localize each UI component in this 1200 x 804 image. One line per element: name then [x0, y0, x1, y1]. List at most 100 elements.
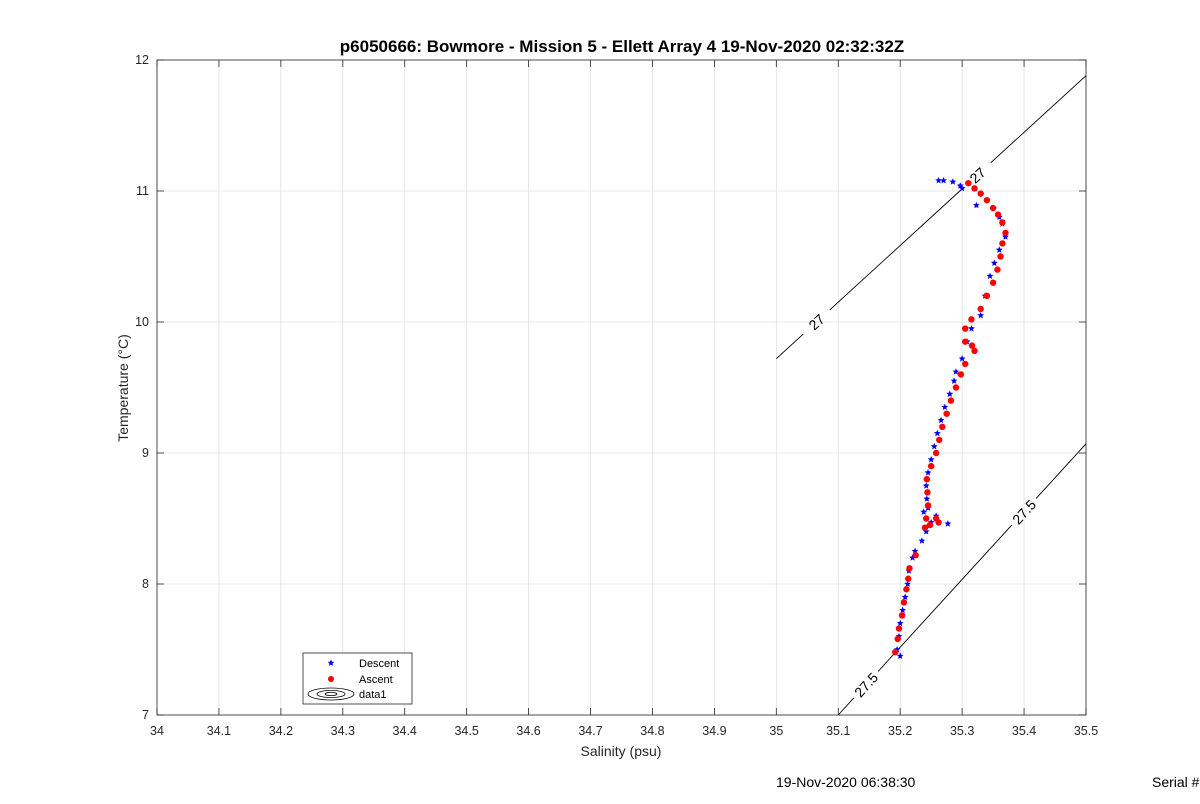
- descent-point: [918, 537, 926, 544]
- descent-point: [899, 606, 907, 614]
- legend-descent-marker: [327, 659, 335, 666]
- descent-point: [995, 246, 1003, 253]
- ascent-point: [1002, 229, 1009, 237]
- descent-point: [986, 272, 994, 280]
- x-tick-label: 34.1: [207, 724, 231, 738]
- legend-ascent-marker: [328, 676, 334, 682]
- descent-point: [949, 178, 957, 185]
- descent-point: [946, 390, 954, 397]
- descent-point: [901, 593, 909, 600]
- ascent-point: [989, 279, 997, 286]
- ascent-point: [997, 253, 1004, 260]
- ascent-point: [952, 384, 960, 391]
- ascent-point: [900, 599, 908, 606]
- y-tick-label: 8: [142, 577, 149, 591]
- descent-point: [930, 442, 938, 450]
- ascent-point: [968, 342, 976, 349]
- contour-line: [877, 524, 1013, 672]
- x-tick-label: 34.6: [516, 724, 540, 738]
- ascent-point: [924, 502, 932, 509]
- ascent-point: [924, 489, 931, 496]
- contour-line: [829, 186, 965, 311]
- descent-point: [935, 176, 942, 184]
- ascent-point: [926, 521, 934, 529]
- ascent-point: [999, 219, 1006, 226]
- ascent-point: [923, 515, 930, 522]
- ascent-point: [971, 185, 978, 192]
- descent-point: [922, 528, 930, 535]
- x-tick-label: 35.4: [1012, 724, 1036, 738]
- y-tick-label: 10: [135, 315, 149, 329]
- series-ascent: [892, 179, 1009, 656]
- contour-line: [837, 697, 855, 716]
- contour-label: 27: [805, 311, 827, 333]
- ascent-point: [983, 196, 991, 204]
- ascent-point: [957, 371, 965, 378]
- ascent-point: [962, 360, 969, 368]
- footer-serial-label: Serial #: [1152, 774, 1200, 790]
- descent-point: [990, 259, 998, 266]
- legend-entry-descent: Descent: [359, 658, 399, 670]
- ascent-point: [977, 305, 984, 313]
- ascent-point: [921, 524, 929, 531]
- ascent-point: [943, 410, 950, 417]
- ascent-point: [983, 292, 991, 299]
- y-tick-label: 9: [142, 446, 149, 460]
- descent-point: [896, 652, 904, 659]
- descent-point: [977, 311, 985, 319]
- x-tick-label: 35.1: [826, 724, 850, 738]
- descent-point: [922, 482, 930, 489]
- descent-point: [941, 403, 949, 411]
- descent-point: [958, 184, 966, 192]
- descent-point: [924, 469, 932, 476]
- x-axis: 34 34.1 34.2 34.3 34.4 34.5 34.6 34.7 34.8 34.9 35…: [150, 60, 1098, 738]
- descent-point: [909, 554, 916, 561]
- descent-point: [933, 429, 941, 437]
- plot-frame: [156, 59, 1087, 716]
- chart-title: p6050666: Bowmore - Mission 5 - Ellett A…: [340, 37, 904, 56]
- descent-point: [893, 645, 901, 653]
- x-tick-label: 34.4: [393, 724, 417, 738]
- grid: [156, 59, 1087, 716]
- descent-point: [927, 518, 935, 526]
- contour-line: [1035, 443, 1087, 499]
- descent-point: [968, 325, 975, 332]
- ascent-point: [898, 612, 906, 619]
- descent-point: [937, 416, 945, 424]
- legend-entry-ascent: Ascent: [359, 674, 393, 686]
- footer-timestamp: 19-Nov-2020 06:38:30: [776, 774, 916, 790]
- x-tick-label: 35.5: [1074, 724, 1098, 738]
- ascent-point: [923, 476, 931, 483]
- descent-point: [923, 495, 931, 502]
- ascent-point: [936, 436, 943, 444]
- ascent-point: [892, 648, 899, 656]
- x-tick-label: 35: [769, 724, 783, 738]
- ascent-point: [932, 515, 940, 522]
- ascent-point: [962, 325, 969, 332]
- descent-point: [904, 580, 912, 587]
- ascent-point: [906, 565, 913, 572]
- descent-point: [950, 377, 958, 384]
- descent-point: [940, 176, 947, 184]
- ascent-point: [994, 211, 1002, 218]
- x-axis-label: Salinity (psu): [581, 743, 662, 759]
- ascent-point: [927, 462, 935, 470]
- descent-point: [952, 368, 960, 375]
- ascent-point: [999, 240, 1006, 247]
- ascent-point: [932, 449, 940, 457]
- x-tick-label: 34.7: [578, 724, 602, 738]
- x-tick-label: 34.5: [454, 724, 478, 738]
- descent-point: [1002, 233, 1009, 240]
- descent-point: [944, 520, 952, 527]
- ascent-point: [965, 179, 972, 187]
- descent-point: [927, 456, 935, 463]
- descent-point: [920, 508, 928, 515]
- ascent-point: [905, 575, 912, 582]
- ascent-point: [903, 586, 910, 593]
- x-tick-label: 34.8: [640, 724, 664, 738]
- ascent-point: [895, 625, 903, 632]
- x-tick-label: 34: [150, 724, 164, 738]
- legend-contour-marker: [307, 687, 355, 701]
